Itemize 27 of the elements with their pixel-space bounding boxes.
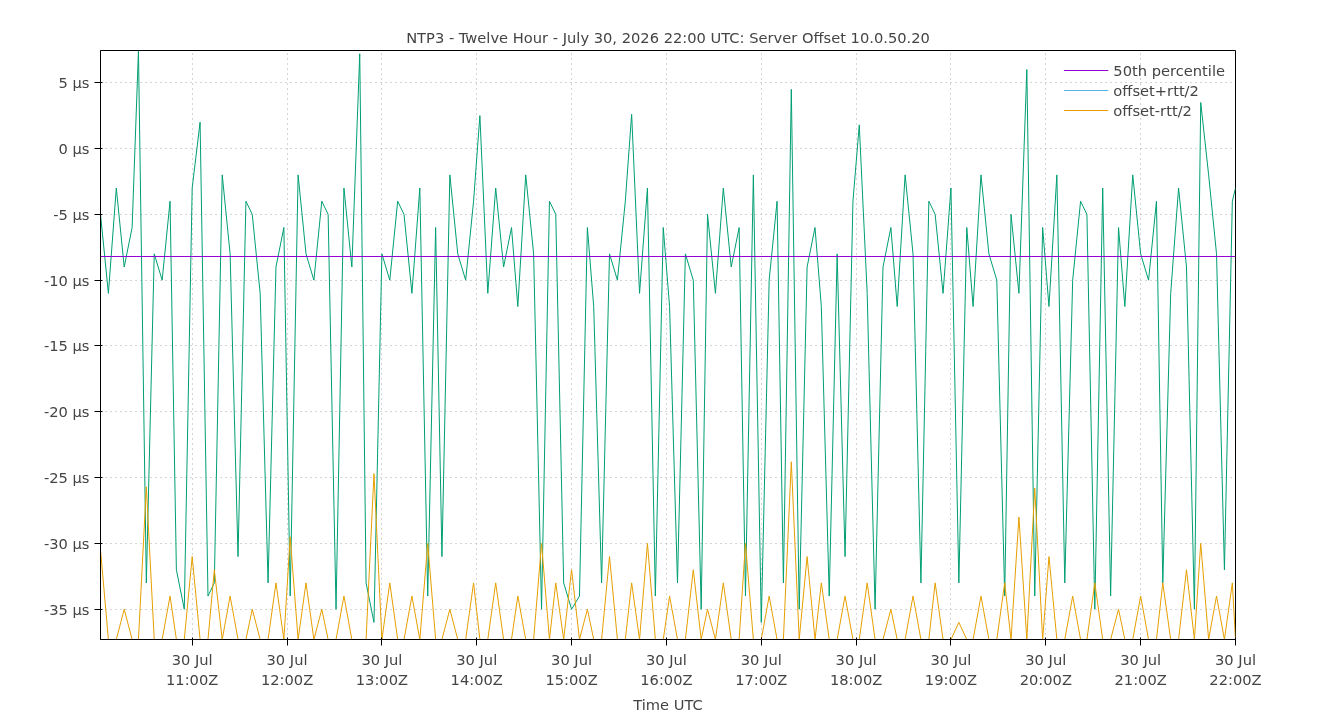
y-tick-label: -5 µs — [53, 205, 90, 223]
legend-label: offset-rtt/2 — [1113, 101, 1192, 119]
legend-label: 50th percentile — [1113, 61, 1225, 79]
y-tick-label: -15 µs — [43, 337, 90, 355]
x-tick-label: 30 Jul 20:00Z — [1019, 650, 1072, 688]
y-tick-label: 0 µs — [58, 140, 90, 158]
x-tick-label: 30 Jul 19:00Z — [924, 650, 978, 688]
x-tick-label: 30 Jul 22:00Z — [1209, 650, 1262, 688]
x-tick-label: 30 Jul 16:00Z — [640, 650, 693, 688]
y-tick-label: 5 µs — [58, 74, 90, 92]
y-tick-label: -25 µs — [43, 469, 90, 487]
x-axis-title: Time UTC — [632, 695, 703, 713]
x-tick-label: 30 Jul 12:00Z — [260, 650, 314, 688]
y-tick-label: -35 µs — [43, 600, 90, 618]
y-tick-label: -30 µs — [43, 534, 90, 552]
chart-title: NTP3 - Twelve Hour - July 30, 2026 22:00 UTC: Server Offset 10.0.50.20 — [406, 28, 930, 46]
x-tick-label: 30 Jul 18:00Z — [829, 650, 883, 688]
legend-label: offset+rtt/2 — [1113, 81, 1199, 99]
x-tick-label: 30 Jul 14:00Z — [450, 650, 503, 688]
x-tick-label: 30 Jul 13:00Z — [355, 650, 409, 688]
line-series — [100, 50, 1236, 623]
x-tick-label: 30 Jul 17:00Z — [735, 650, 788, 688]
x-tick-label: 30 Jul 15:00Z — [545, 650, 598, 688]
y-tick-label: -10 µs — [43, 271, 90, 289]
y-tick-label: -20 µs — [43, 403, 90, 421]
x-tick-label: 30 Jul 11:00Z — [166, 650, 219, 688]
x-tick-label: 30 Jul 21:00Z — [1114, 650, 1167, 688]
